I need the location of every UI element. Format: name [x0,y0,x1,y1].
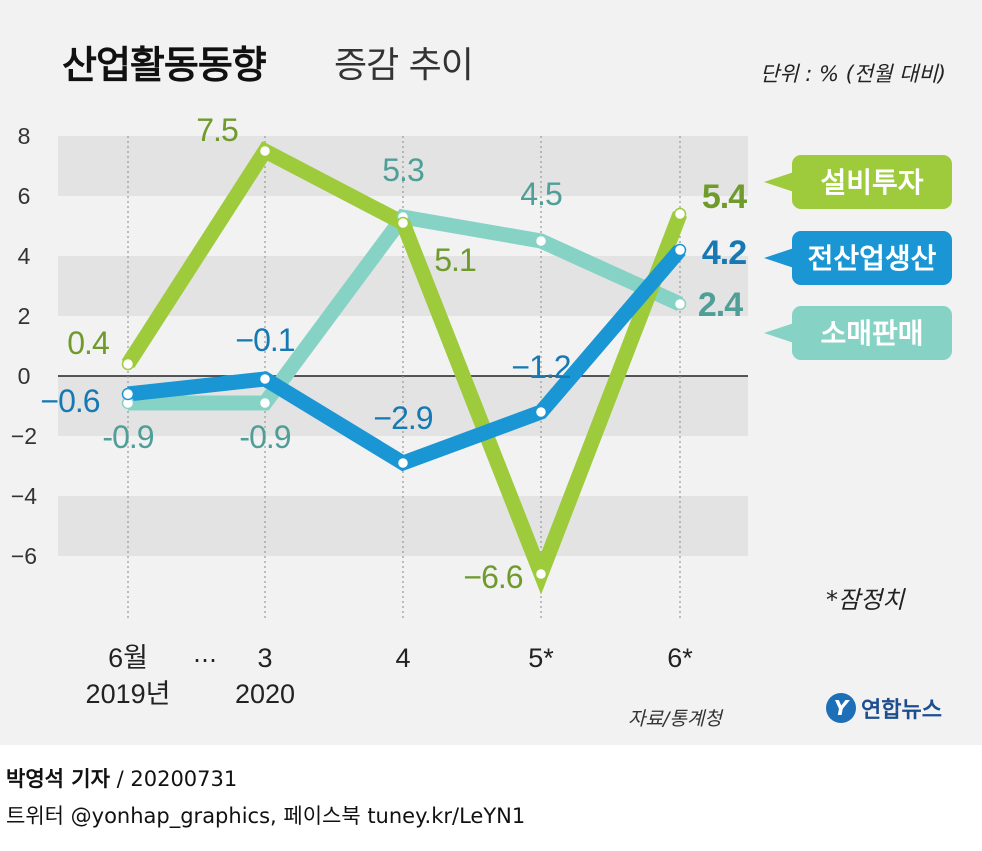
x-tick-label: 6월 [108,643,148,673]
y-tick-label: −4 [11,483,37,509]
yonhap-logo-icon: Y [826,693,856,723]
source-label: 자료/통계청 [628,708,722,730]
data-point-industrial [673,243,687,257]
data-label-equipment: 5.1 [434,242,476,278]
publish-date: / 20200731 [116,767,238,791]
legend-item-retail: 소매판매 [764,306,952,360]
x-tick-label: 2019년 [86,679,171,709]
unit-label: 단위 : % (전월 대비) [759,62,946,86]
data-label-industrial: −0.1 [235,322,294,358]
y-tick-label: 0 [18,363,31,389]
axis-break-marker: … [193,640,217,668]
legend-label: 전산업생산 [808,242,937,275]
chart-title: 산업활동동향 [62,43,267,87]
x-tick-label: 5* [528,643,554,673]
social-links: 트위터 @yonhap_graphics, 페이스북 tuney.kr/LeYN… [6,804,526,828]
author-name: 박영석 기자 [6,767,110,791]
x-tick-label: 3 [257,643,272,673]
data-point-industrial [534,405,548,419]
y-tick-label: 2 [18,303,31,329]
data-label-industrial: 4.2 [702,234,746,272]
legend-box [792,155,952,209]
x-tick-label: 6* [667,643,693,673]
provisional-note: *잠정치 [826,586,905,614]
data-label-equipment: 0.4 [67,325,109,361]
legend-label: 소매판매 [820,317,923,350]
data-point-equipment [396,216,410,230]
y-tick-label: −6 [11,543,37,569]
legend-box [792,306,952,360]
yonhap-logo-text: 연합뉴스 [861,698,942,723]
legend-pointer [764,246,800,270]
data-point-retail [258,396,272,410]
yonhap-logo: Y 연합뉴스 [826,692,942,724]
x-tick-label: 4 [395,643,410,673]
chart-subtitle: 증감 추이 [334,45,474,86]
data-label-retail: -0.9 [102,419,153,455]
data-label-equipment: −6.6 [463,559,522,595]
data-point-equipment [673,207,687,221]
legend-pointer [764,170,800,194]
data-label-industrial: −2.9 [373,400,432,436]
byline: 박영석 기자 / 20200731 [6,763,237,793]
data-label-industrial: −1.2 [511,349,570,385]
legend-item-equipment: 설비투자 [764,155,952,209]
data-point-equipment [534,567,548,581]
data-label-industrial: −0.6 [40,383,99,419]
legend-label: 설비투자 [820,166,923,199]
y-tick-label: 8 [18,123,31,149]
data-point-retail [534,234,548,248]
data-point-industrial [396,456,410,470]
data-point-industrial [258,372,272,386]
legend-pointer [764,321,800,345]
data-label-retail: 5.3 [382,152,424,188]
data-label-equipment: 7.5 [196,112,238,148]
data-label-equipment: 5.4 [702,178,747,216]
chart-frame [0,0,982,745]
data-label-retail: -0.9 [239,419,290,455]
data-label-retail: 2.4 [698,286,743,324]
data-label-retail: 4.5 [520,176,562,212]
y-tick-label: −2 [11,423,37,449]
x-tick-label: 2020 [235,679,295,709]
legend-box [792,231,952,285]
y-tick-label: 6 [18,183,31,209]
data-point-equipment [121,357,135,371]
data-point-retail [673,297,687,311]
line-chart: 8 6 4 2 0 −2 −4 −6 6월 2019년 3 2020 4 5* 6* … -0.9 -0.9 5.3… [11,112,952,709]
legend-item-industrial: 전산업생산 [764,231,952,285]
y-tick-label: 4 [18,243,31,269]
data-point-equipment [258,144,272,158]
data-point-industrial [121,387,135,401]
